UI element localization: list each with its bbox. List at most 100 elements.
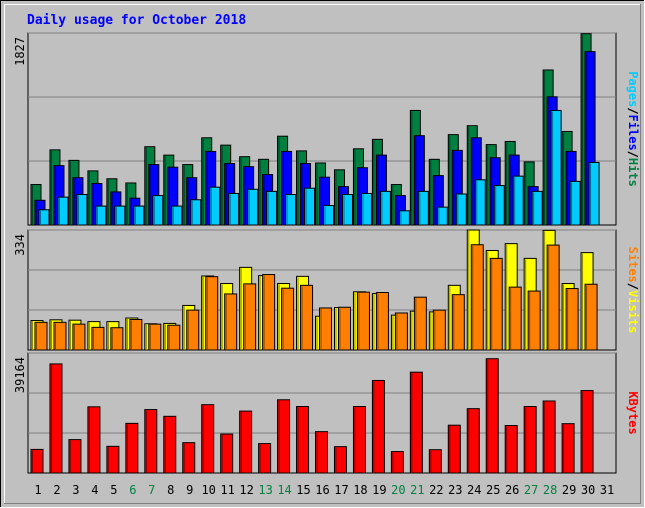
x-tick-label-16: 16: [315, 483, 329, 497]
bar-visits-sites-4: [91, 326, 105, 351]
bar-kbytes-kbytes-7: [144, 409, 158, 474]
bar-kbytes-kbytes-12: [239, 410, 253, 474]
x-tick-label-8: 8: [167, 483, 174, 497]
x-tick-label-1: 1: [34, 483, 41, 497]
legend-entry: Hits: [626, 158, 640, 187]
x-tick-label-15: 15: [296, 483, 310, 497]
bar-visits-sites-12: [243, 283, 257, 351]
bar-kbytes-kbytes-4: [87, 406, 101, 474]
x-tick-label-7: 7: [148, 483, 155, 497]
chart-title: Daily usage for October 2018: [27, 13, 246, 28]
bar-hits-pages-29: [569, 180, 581, 226]
bar-hits-pages-26: [512, 175, 524, 226]
panel-kbytes: 39164 KBytes: [13, 352, 640, 474]
bar-kbytes-kbytes-29: [561, 423, 575, 474]
x-tick-label-4: 4: [91, 483, 98, 497]
bar-visits-sites-25: [489, 257, 503, 351]
panel-visits: 334 Sites/Visits: [13, 229, 640, 351]
bar-visits-sites-26: [508, 286, 522, 351]
x-tick-label-25: 25: [486, 483, 500, 497]
panel-visits-legend: Sites/Visits: [626, 247, 640, 334]
x-tick-label-18: 18: [353, 483, 367, 497]
legend-entry: /: [626, 107, 640, 114]
bar-hits-pages-19: [379, 190, 391, 226]
legend-entry: /: [626, 151, 640, 158]
bar-hits-pages-4: [95, 205, 107, 226]
x-tick-label-5: 5: [110, 483, 117, 497]
bar-visits-sites-8: [167, 324, 181, 351]
panel-kbytes-legend: KBytes: [626, 391, 640, 434]
bar-visits-sites-18: [356, 291, 370, 351]
bar-visits-sites-27: [527, 290, 541, 351]
bar-kbytes-kbytes-9: [182, 442, 196, 474]
x-tick-label-17: 17: [334, 483, 348, 497]
bar-hits-pages-25: [493, 185, 505, 226]
bar-visits-sites-23: [451, 294, 465, 351]
bar-visits-sites-19: [375, 292, 389, 351]
x-tick-label-14: 14: [277, 483, 291, 497]
x-tick-label-31: 31: [600, 483, 614, 497]
bar-kbytes-kbytes-18: [352, 406, 366, 474]
bar-kbytes-kbytes-13: [258, 443, 272, 474]
bar-hits-pages-8: [171, 205, 183, 226]
x-tick-label-10: 10: [201, 483, 215, 497]
panel-hits-ymax-label: 1827: [13, 37, 27, 66]
bar-hits-pages-1: [38, 209, 50, 226]
x-axis-tick-labels: 1 2 3 4 5 6 7 8 9 10 11 12 13 14 15 16 17 18 19 20 21 22 23 24 2…: [34, 483, 614, 497]
bar-kbytes-kbytes-1: [30, 448, 44, 474]
bar-kbytes-kbytes-6: [125, 422, 139, 474]
bar-visits-sites-29: [565, 288, 579, 351]
bar-kbytes-kbytes-26: [504, 425, 518, 474]
bar-visits-sites-30: [584, 283, 598, 351]
bar-hits-pages-3: [76, 194, 88, 226]
x-tick-label-3: 3: [72, 483, 79, 497]
bar-kbytes-kbytes-22: [428, 449, 442, 474]
bar-visits-sites-9: [186, 309, 200, 351]
bar-kbytes-kbytes-3: [68, 439, 82, 474]
bar-kbytes-kbytes-16: [315, 431, 329, 474]
bar-kbytes-kbytes-19: [371, 379, 385, 474]
x-tick-label-23: 23: [448, 483, 462, 497]
bar-hits-pages-2: [57, 196, 69, 226]
x-tick-label-9: 9: [186, 483, 193, 497]
bar-hits-pages-20: [398, 210, 410, 226]
bar-visits-sites-2: [53, 321, 67, 351]
bar-hits-pages-6: [133, 205, 145, 226]
bar-kbytes-kbytes-21: [409, 371, 423, 474]
x-tick-label-6: 6: [129, 483, 136, 497]
x-tick-label-27: 27: [524, 483, 538, 497]
bar-visits-sites-24: [470, 244, 484, 351]
bar-kbytes-kbytes-25: [485, 358, 499, 474]
bar-hits-pages-21: [417, 190, 429, 226]
x-tick-label-21: 21: [410, 483, 424, 497]
x-tick-label-2: 2: [53, 483, 60, 497]
bar-kbytes-kbytes-8: [163, 415, 177, 474]
legend-entry: Visits: [626, 290, 640, 333]
bar-visits-sites-1: [34, 321, 48, 351]
bar-kbytes-kbytes-14: [277, 399, 291, 474]
bar-hits-pages-11: [228, 192, 240, 226]
bar-visits-sites-13: [262, 274, 276, 351]
bar-visits-sites-15: [300, 284, 314, 351]
bar-visits-sites-28: [546, 244, 560, 351]
bar-hits-pages-22: [436, 206, 448, 226]
bar-visits-sites-11: [224, 293, 238, 351]
bar-kbytes-kbytes-23: [447, 424, 461, 474]
bar-kbytes-kbytes-30: [580, 390, 594, 474]
x-tick-label-30: 30: [581, 483, 595, 497]
x-tick-label-20: 20: [391, 483, 405, 497]
bar-visits-sites-16: [319, 307, 333, 351]
bar-kbytes-kbytes-17: [333, 446, 347, 474]
legend-entry: Sites: [626, 247, 640, 283]
bar-hits-pages-12: [247, 188, 259, 226]
legend-entry: KBytes: [626, 391, 640, 434]
x-tick-label-13: 13: [258, 483, 272, 497]
bar-kbytes-kbytes-2: [49, 363, 63, 474]
bar-visits-sites-5: [110, 327, 124, 351]
bar-hits-pages-5: [114, 205, 126, 226]
x-tick-label-29: 29: [562, 483, 576, 497]
legend-entry: /: [626, 283, 640, 290]
x-tick-label-12: 12: [239, 483, 253, 497]
legend-entry: Files: [626, 115, 640, 151]
